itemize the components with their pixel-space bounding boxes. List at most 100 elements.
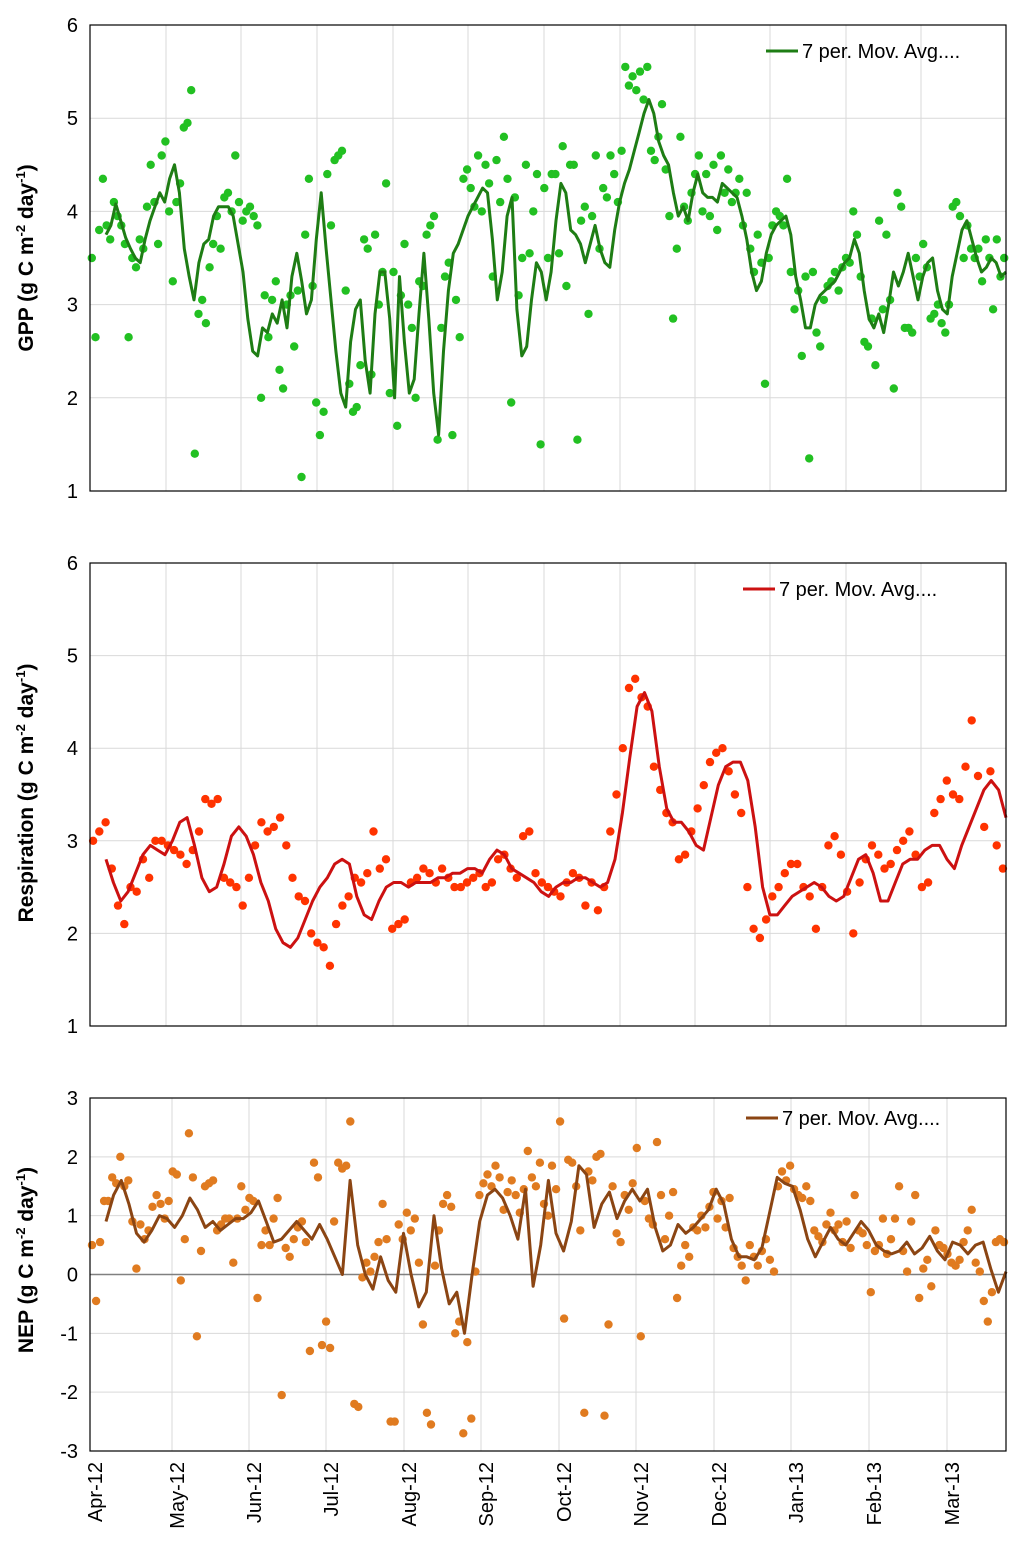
gpp-data-point [819,295,829,305]
gpp-data-point [477,207,486,216]
respiration-data-point [207,799,216,808]
gpp-data-point [238,216,247,225]
nep-data-point [329,1217,339,1226]
gpp-data-point [190,449,199,458]
gpp-data-point [216,244,225,253]
respiration-data-point [201,794,210,804]
nep-data-point [188,1173,198,1182]
respiration-moving-average [104,691,1008,949]
gpp-data-point [393,421,402,430]
nep-y-tick-label: 0 [67,1265,78,1287]
nep-data-point [846,1243,855,1253]
gpp-data-point [496,197,505,207]
gpp-data-point [709,160,718,169]
respiration-y-tick-label: 3 [67,831,78,853]
gpp-data-point [183,118,192,128]
nep-data-point [273,1193,282,1203]
gpp-data-point [146,160,155,169]
respiration-data-point [120,919,129,929]
gpp-data-point [256,393,266,402]
nep-data-point [826,1208,835,1217]
gpp-data-point [422,230,431,239]
nep-data-point [927,1282,936,1291]
respiration-data-point [151,836,160,845]
respiration-y-tick-labels: 1 2 3 4 5 6 [67,553,78,1038]
nep-data-point [172,1170,181,1179]
respiration-data-point [363,869,372,878]
nep-data-point [664,1211,674,1220]
gpp-data-point [466,183,475,193]
nep-data-point [285,1252,294,1262]
nep-data-point [192,1332,202,1341]
gpp-data-point [665,211,674,221]
nep-data-point [668,1187,678,1197]
gpp-data-point [301,230,310,239]
nep-data-point [148,1202,157,1212]
gpp-y-tick-label: 5 [67,108,78,130]
respiration-data-point [743,882,752,892]
gpp-data-point [95,225,104,235]
respiration-data-point [649,762,659,771]
respiration-data-point [998,864,1008,873]
nep-ylabel-end: ) [15,1167,38,1174]
gpp-data-point [341,286,350,295]
nep-data-point [802,1182,811,1191]
gpp-data-point [635,67,645,76]
nep-data-point [108,1173,117,1182]
nep-data-point [253,1293,262,1303]
respiration-data-point [699,781,708,790]
gpp-moving-average-line [104,98,1008,437]
respiration-data-point [182,859,191,869]
x-tick-label: Oct-12 [554,1462,576,1522]
nep-data-point [402,1208,411,1217]
nep-data-point [963,1226,972,1235]
gpp-data-point [352,402,361,412]
respiration-data-point [307,929,316,938]
nep-data-point [180,1235,189,1244]
nep-data-point [975,1267,984,1276]
x-tick-label: Apr-12 [85,1462,107,1522]
nep-data-point [971,1258,980,1267]
gpp-data-point [551,169,560,179]
respiration-data-point [606,827,615,836]
nep-data-point [693,1226,702,1235]
nep-y-tick-labels: -3 -2 -1 0 1 2 3 [60,1088,78,1463]
nep-data-point [576,1226,585,1235]
gpp-data-point [499,132,509,141]
gpp-y-tick-label: 2 [67,388,78,410]
respiration-y-tick-label: 6 [67,553,78,575]
gpp-data-point [812,328,821,337]
nep-data-point [184,1129,194,1138]
respiration-data-point [867,841,877,850]
gpp-data-point [363,244,372,253]
respiration-ylabel: Respiration (g C m-2 day-1) [13,664,38,923]
respiration-data-point [344,892,353,901]
nep-data-point [588,1176,597,1185]
gpp-moving-average [104,98,1008,437]
gpp-data-point [275,365,284,374]
gpp-data-point [304,174,314,183]
gpp-data-point [955,211,965,221]
gpp-data-point [455,333,464,342]
gpp-data-point [319,407,328,416]
respiration-data-point [724,767,733,776]
nep-data-point [939,1243,948,1253]
nep-data-point [321,1317,331,1326]
gpp-data-point [370,230,380,239]
nep-data-point [491,1161,500,1170]
nep-data-point [858,1229,867,1238]
respiration-data-point [780,869,789,878]
nep-data-point [475,1190,484,1200]
gpp-data-point [315,430,325,440]
respiration-data-point [375,864,384,873]
nep-data-point [479,1179,488,1188]
gpp-data-point [852,230,862,239]
respiration-data-point [556,892,565,901]
gpp-data-point [584,309,593,319]
nep-data-point [737,1261,746,1270]
respiration-data-point [319,943,328,952]
nep-data-point [229,1258,238,1267]
nep-data-point [850,1190,859,1200]
gpp-data-point [959,253,968,263]
nep-data-point [265,1240,274,1250]
